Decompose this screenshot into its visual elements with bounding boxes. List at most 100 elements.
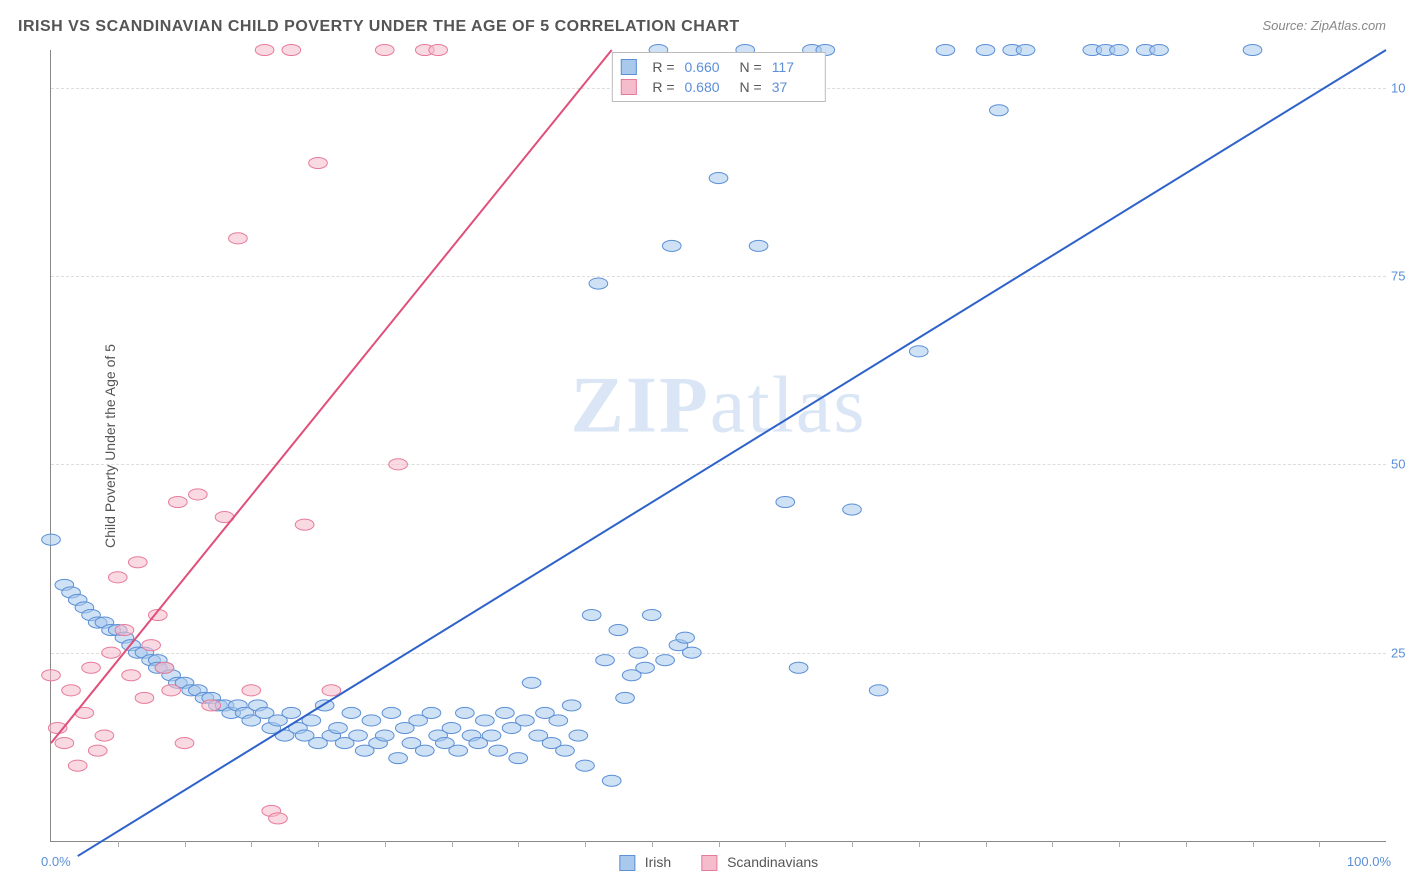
x-minor-tick (251, 841, 252, 847)
source-attribution: Source: ZipAtlas.com (1262, 18, 1386, 33)
x-minor-tick (318, 841, 319, 847)
data-point (202, 700, 221, 711)
data-point (362, 715, 381, 726)
data-point (576, 760, 595, 771)
data-point (629, 647, 648, 658)
legend: Irish Scandinavians (619, 854, 818, 871)
x-minor-tick (118, 841, 119, 847)
data-point (168, 496, 187, 507)
scandinavian-n-value: 37 (772, 79, 817, 95)
data-point (976, 44, 995, 55)
data-point (82, 662, 101, 673)
x-minor-tick (785, 841, 786, 847)
data-point (1016, 44, 1035, 55)
x-minor-tick (719, 841, 720, 847)
x-minor-tick (185, 841, 186, 847)
x-minor-tick (1119, 841, 1120, 847)
legend-item-irish: Irish (619, 854, 671, 871)
irish-r-value: 0.660 (685, 59, 730, 75)
data-point (449, 745, 468, 756)
chart-plot-area: ZIPatlas R = 0.660 N = 117 R = 0.680 N =… (50, 50, 1386, 842)
data-point (389, 459, 408, 470)
data-point (509, 753, 528, 764)
data-point (95, 730, 114, 741)
irish-legend-swatch-icon (619, 855, 635, 871)
data-point (269, 813, 288, 824)
data-point (496, 707, 515, 718)
data-point (422, 707, 441, 718)
data-point (229, 233, 248, 244)
y-axis-tick: 100.0% (1391, 80, 1406, 95)
y-axis-tick: 50.0% (1391, 457, 1406, 472)
data-point (662, 240, 681, 251)
data-point (282, 44, 301, 55)
regression-line (51, 50, 612, 743)
irish-n-value: 117 (772, 59, 817, 75)
regression-line (78, 50, 1386, 856)
data-point (476, 715, 495, 726)
data-point (676, 632, 695, 643)
data-point (42, 534, 61, 545)
legend-label-irish: Irish (645, 854, 671, 870)
data-point (189, 489, 208, 500)
data-point (1110, 44, 1129, 55)
data-point (522, 677, 541, 688)
x-minor-tick (585, 841, 586, 847)
data-point (255, 44, 274, 55)
data-point (442, 722, 461, 733)
data-point (709, 173, 728, 184)
data-point (602, 775, 621, 786)
data-point (375, 730, 394, 741)
data-point (556, 745, 575, 756)
x-minor-tick (852, 841, 853, 847)
data-point (776, 496, 795, 507)
stats-row-scandinavian: R = 0.680 N = 37 (620, 77, 816, 97)
correlation-stats-box: R = 0.660 N = 117 R = 0.680 N = 37 (611, 52, 825, 102)
scandinavian-legend-swatch-icon (701, 855, 717, 871)
data-point (749, 240, 768, 251)
data-point (115, 625, 134, 636)
x-minor-tick (1052, 841, 1053, 847)
data-point (68, 760, 87, 771)
data-point (175, 738, 194, 749)
data-point (142, 640, 161, 651)
x-minor-tick (1253, 841, 1254, 847)
data-point (582, 609, 601, 620)
data-point (282, 707, 301, 718)
data-point (42, 670, 61, 681)
data-point (909, 346, 928, 357)
scandinavian-r-value: 0.680 (685, 79, 730, 95)
data-point (562, 700, 581, 711)
data-point (349, 730, 368, 741)
data-point (295, 519, 314, 530)
data-point (162, 685, 181, 696)
data-point (869, 685, 888, 696)
data-point (128, 557, 147, 568)
data-point (936, 44, 955, 55)
data-point (609, 625, 628, 636)
data-point (155, 662, 174, 673)
chart-title: IRISH VS SCANDINAVIAN CHILD POVERTY UNDE… (18, 18, 740, 36)
data-point (482, 730, 501, 741)
data-point (382, 707, 401, 718)
data-point (108, 572, 127, 583)
data-point (990, 105, 1009, 116)
legend-label-scandinavian: Scandinavians (727, 854, 818, 870)
data-point (489, 745, 508, 756)
data-point (135, 692, 154, 703)
x-axis-tick-max: 100.0% (1347, 854, 1391, 869)
data-point (616, 692, 635, 703)
data-point (682, 647, 701, 658)
data-point (389, 753, 408, 764)
data-point (789, 662, 808, 673)
data-point (329, 722, 348, 733)
x-minor-tick (1186, 841, 1187, 847)
data-point (375, 44, 394, 55)
x-minor-tick (1319, 841, 1320, 847)
x-minor-tick (452, 841, 453, 847)
data-point (1150, 44, 1169, 55)
data-point (642, 609, 661, 620)
data-point (242, 685, 261, 696)
data-point (122, 670, 141, 681)
x-axis-tick-min: 0.0% (41, 854, 71, 869)
